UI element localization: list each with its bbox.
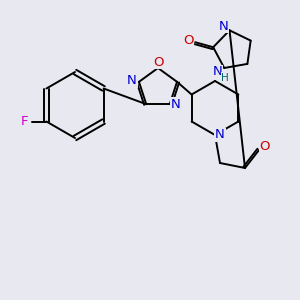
Text: H: H (221, 73, 229, 83)
Text: N: N (171, 98, 181, 111)
Text: N: N (127, 74, 137, 87)
Text: F: F (21, 115, 28, 128)
Text: N: N (219, 20, 228, 33)
Text: N: N (212, 65, 222, 79)
Text: N: N (215, 128, 225, 142)
Text: O: O (154, 56, 164, 68)
Text: O: O (260, 140, 270, 152)
Text: O: O (183, 34, 194, 47)
